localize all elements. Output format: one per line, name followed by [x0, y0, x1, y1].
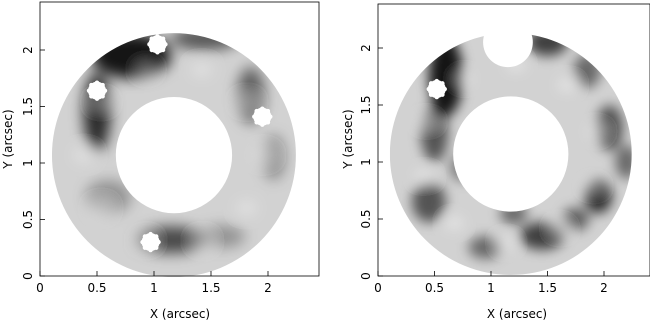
- right-x-tick-label: 1: [487, 281, 495, 295]
- left-light-speckle: [136, 62, 157, 77]
- right-light-speckle: [417, 114, 438, 129]
- left-light-speckle: [191, 62, 212, 77]
- left-star: [86, 80, 108, 101]
- right-light-speckle: [444, 216, 465, 231]
- right-x-tick-label: 0: [374, 281, 382, 295]
- left-y-axis-label: Y (arcsec): [1, 109, 15, 169]
- left-y-tick-label: 2: [21, 46, 35, 54]
- left-light-speckle: [254, 148, 275, 163]
- left-plot-frame: [39, 1, 320, 277]
- right-dark-feature: [562, 207, 590, 231]
- right-light-speckle: [583, 179, 604, 194]
- right-plot-frame: [377, 3, 650, 277]
- right-light-speckle: [495, 236, 516, 251]
- right-y-tick-label: 2: [359, 44, 373, 52]
- left-star: [140, 231, 161, 253]
- right-y-tick-label: 0: [359, 272, 373, 280]
- left-y-tick-label: 0: [21, 272, 35, 280]
- right-light-speckle: [452, 71, 473, 86]
- left-x-tick-label: 0: [36, 281, 44, 295]
- right-y-tick-label: 0.5: [359, 209, 373, 228]
- right-light-speckle: [557, 77, 578, 92]
- right-dark-feature: [449, 154, 477, 182]
- left-x-axis-label: X (arcsec): [150, 307, 210, 321]
- right-star: [426, 78, 447, 100]
- right-x-tick-label: 0.5: [425, 281, 444, 295]
- right-y-tick-label: 1.5: [359, 95, 373, 114]
- left-dark-feature: [262, 134, 286, 180]
- left-light-speckle: [91, 201, 112, 216]
- right-dark-feature: [596, 105, 624, 151]
- left-image: [51, 33, 296, 278]
- left-y-tick-label: 0.5: [21, 210, 35, 229]
- left-x-tick-label: 1.5: [201, 281, 220, 295]
- right-y-tick-label: 1: [359, 158, 373, 166]
- right-x-axis-label: X (arcsec): [487, 307, 547, 321]
- right-dark-feature: [420, 105, 449, 162]
- right-dark-feature: [468, 236, 503, 259]
- right-dark-feature: [615, 144, 632, 180]
- left-light-speckle: [236, 201, 257, 216]
- left-x-tick-label: 0.5: [87, 281, 106, 295]
- right-x-tick-label: 1.5: [538, 281, 557, 295]
- right-dark-feature: [527, 33, 568, 56]
- left-dark-feature: [171, 33, 240, 51]
- left-y-tick-label: 1: [21, 159, 35, 167]
- left-x-ticks: 0 0.5 1 1.5 2: [36, 271, 272, 295]
- right-dark-feature: [573, 53, 601, 88]
- left-panel: 0 0.5 1 1.5 2 0 0.5 1 1.5 2 X (arcsec) Y (arcsec…: [1, 1, 320, 321]
- left-light-speckle: [236, 95, 257, 110]
- right-x-tick-label: 2: [600, 281, 608, 295]
- left-star: [147, 34, 168, 55]
- right-x-ticks: 0 0.5 1 1.5 2: [374, 271, 608, 295]
- left-star: [252, 106, 273, 127]
- left-y-tick-label: 1.5: [21, 97, 35, 116]
- left-x-tick-label: 1: [150, 281, 158, 295]
- right-light-speckle: [414, 169, 435, 184]
- right-dark-feature: [411, 181, 446, 223]
- right-light-speckle: [549, 222, 570, 237]
- left-light-speckle: [191, 233, 212, 248]
- left-light-speckle: [73, 148, 94, 163]
- right-light-speckle: [587, 124, 608, 139]
- right-dark-feature: [500, 201, 528, 225]
- right-y-axis-label: Y (arcsec): [341, 109, 355, 169]
- left-ring: [51, 33, 296, 278]
- right-panel: 0 0.5 1 1.5 2 0 0.5 1 1.5 2 X (arcsec) Y (arcsec…: [341, 3, 650, 321]
- left-x-tick-label: 2: [264, 281, 272, 295]
- right-masked-gap: [483, 17, 533, 68]
- left-y-ticks: 0 0.5 1 1.5 2: [21, 46, 45, 280]
- right-image: [389, 17, 632, 275]
- right-y-ticks: 0 0.5 1 1.5 2: [359, 44, 383, 280]
